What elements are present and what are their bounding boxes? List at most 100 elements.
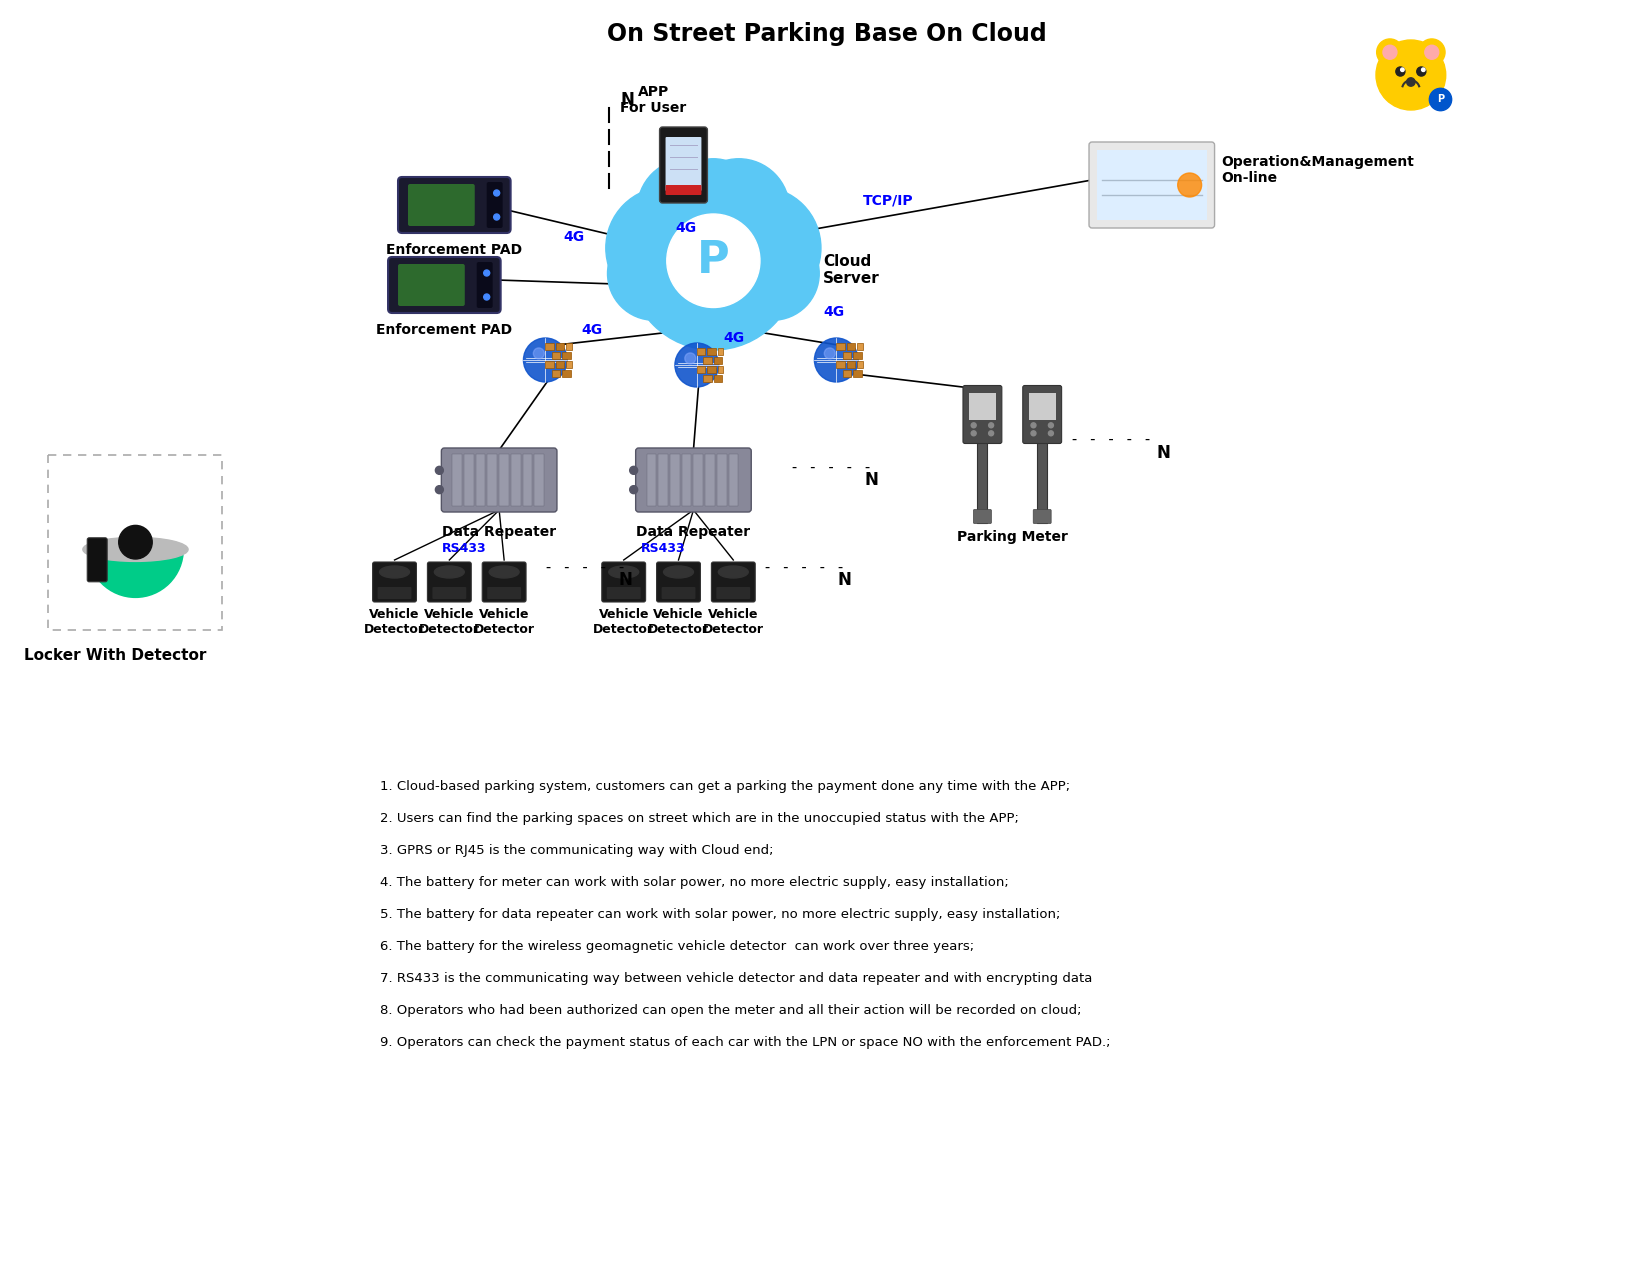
FancyBboxPatch shape <box>399 177 511 233</box>
Circle shape <box>630 467 638 475</box>
Text: Vehicle
Detector: Vehicle Detector <box>648 608 709 636</box>
Text: - - - - -: - - - - - <box>1070 433 1152 448</box>
FancyBboxPatch shape <box>567 343 572 350</box>
FancyBboxPatch shape <box>511 454 521 506</box>
FancyBboxPatch shape <box>682 454 692 506</box>
FancyBboxPatch shape <box>974 510 992 524</box>
Text: 3. GPRS or RJ45 is the communicating way with Cloud end;: 3. GPRS or RJ45 is the communicating way… <box>379 844 773 857</box>
Circle shape <box>1419 39 1445 66</box>
Text: Vehicle
Detector: Vehicle Detector <box>364 608 425 636</box>
Text: 8. Operators who had been authorized can open the meter and all their action wil: 8. Operators who had been authorized can… <box>379 1005 1081 1017</box>
FancyBboxPatch shape <box>1033 510 1051 524</box>
Circle shape <box>524 338 567 382</box>
FancyBboxPatch shape <box>432 587 466 599</box>
Text: Cloud
Server: Cloud Server <box>822 254 880 286</box>
FancyBboxPatch shape <box>666 186 702 196</box>
Circle shape <box>606 187 728 309</box>
FancyBboxPatch shape <box>847 343 855 350</box>
Text: N: N <box>618 570 633 589</box>
FancyBboxPatch shape <box>1098 150 1206 220</box>
Circle shape <box>608 227 700 321</box>
Circle shape <box>1178 173 1201 197</box>
FancyBboxPatch shape <box>483 562 526 602</box>
Circle shape <box>824 348 836 358</box>
FancyBboxPatch shape <box>719 366 723 372</box>
Text: Operation&Management
On-line: Operation&Management On-line <box>1221 155 1414 186</box>
Text: Enforcement PAD: Enforcement PAD <box>376 323 513 337</box>
Circle shape <box>667 215 760 308</box>
FancyBboxPatch shape <box>704 375 712 381</box>
FancyBboxPatch shape <box>87 538 107 582</box>
FancyBboxPatch shape <box>427 562 471 602</box>
Wedge shape <box>87 549 183 597</box>
Circle shape <box>119 525 152 559</box>
FancyBboxPatch shape <box>854 370 862 376</box>
FancyBboxPatch shape <box>714 357 722 363</box>
FancyBboxPatch shape <box>705 454 715 506</box>
Circle shape <box>1396 67 1406 76</box>
FancyBboxPatch shape <box>442 448 557 512</box>
FancyBboxPatch shape <box>661 587 695 599</box>
Circle shape <box>814 338 859 382</box>
FancyBboxPatch shape <box>636 448 751 512</box>
Text: RS433: RS433 <box>442 541 486 555</box>
Circle shape <box>989 423 994 428</box>
Circle shape <box>1422 68 1426 72</box>
FancyBboxPatch shape <box>409 184 475 226</box>
Text: 4. The battery for meter can work with solar power, no more electric supply, eas: 4. The battery for meter can work with s… <box>379 876 1009 888</box>
FancyBboxPatch shape <box>372 562 417 602</box>
FancyBboxPatch shape <box>545 361 554 367</box>
FancyBboxPatch shape <box>476 454 486 506</box>
Text: - - - - -: - - - - - <box>789 459 872 475</box>
Text: On Street Parking Base On Cloud: On Street Parking Base On Cloud <box>606 21 1046 45</box>
FancyBboxPatch shape <box>488 587 521 599</box>
FancyBboxPatch shape <box>847 361 855 367</box>
Ellipse shape <box>435 565 465 578</box>
Text: 4G: 4G <box>564 230 585 244</box>
FancyBboxPatch shape <box>969 392 995 419</box>
FancyBboxPatch shape <box>499 454 509 506</box>
Ellipse shape <box>489 565 519 578</box>
Circle shape <box>1383 45 1398 59</box>
Circle shape <box>1032 423 1037 428</box>
FancyBboxPatch shape <box>562 370 570 376</box>
FancyBboxPatch shape <box>857 361 862 367</box>
Circle shape <box>628 180 798 350</box>
FancyBboxPatch shape <box>717 587 750 599</box>
FancyBboxPatch shape <box>377 587 412 599</box>
Text: Vehicle
Detector: Vehicle Detector <box>419 608 480 636</box>
Text: N: N <box>865 471 878 488</box>
FancyBboxPatch shape <box>399 264 465 305</box>
Text: - - - - -: - - - - - <box>763 560 845 575</box>
Ellipse shape <box>664 565 694 578</box>
FancyBboxPatch shape <box>666 138 702 191</box>
Circle shape <box>1048 430 1053 435</box>
FancyBboxPatch shape <box>659 127 707 203</box>
Circle shape <box>1417 67 1426 76</box>
Circle shape <box>435 467 443 475</box>
Circle shape <box>1376 39 1402 66</box>
FancyBboxPatch shape <box>646 454 656 506</box>
FancyBboxPatch shape <box>842 352 852 358</box>
Circle shape <box>435 486 443 493</box>
FancyBboxPatch shape <box>387 257 501 313</box>
Circle shape <box>534 348 544 358</box>
Text: Vehicle
Detector: Vehicle Detector <box>593 608 654 636</box>
FancyBboxPatch shape <box>962 385 1002 443</box>
FancyBboxPatch shape <box>714 375 722 381</box>
FancyBboxPatch shape <box>977 434 987 522</box>
FancyBboxPatch shape <box>452 454 461 506</box>
Circle shape <box>667 159 760 252</box>
Text: 4G: 4G <box>723 331 745 345</box>
Text: - - - - -: - - - - - <box>544 560 626 575</box>
Text: N: N <box>837 570 852 589</box>
FancyBboxPatch shape <box>707 366 715 372</box>
FancyBboxPatch shape <box>717 454 727 506</box>
Text: APP
For User: APP For User <box>620 85 687 115</box>
Text: 2. Users can find the parking spaces on street which are in the unoccupied statu: 2. Users can find the parking spaces on … <box>379 811 1018 825</box>
FancyBboxPatch shape <box>842 370 852 376</box>
Text: Data Repeater: Data Repeater <box>636 525 750 539</box>
FancyBboxPatch shape <box>658 454 667 506</box>
Circle shape <box>494 215 499 220</box>
Circle shape <box>989 430 994 435</box>
